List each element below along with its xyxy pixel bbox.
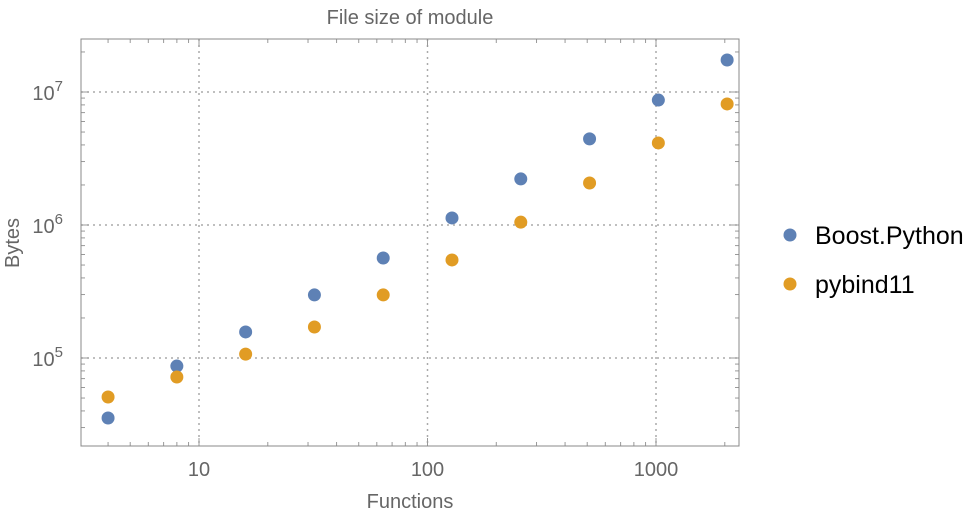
x-tick-label: 1000 <box>634 459 679 481</box>
data-point <box>720 97 734 111</box>
chart-title: File size of module <box>327 7 494 29</box>
data-point <box>651 93 665 107</box>
data-point <box>514 215 528 229</box>
legend: Boost.Python pybind11 <box>783 222 964 299</box>
legend-marker-boost-python <box>783 228 797 242</box>
data-point <box>376 251 390 265</box>
data-point <box>239 347 253 361</box>
series-pybind11 <box>101 97 734 404</box>
data-point <box>307 288 321 302</box>
legend-marker-pybind11 <box>783 277 797 291</box>
legend-item-boost-python[interactable]: Boost.Python <box>783 222 964 250</box>
data-point <box>583 176 597 190</box>
y-tick-label: 105 <box>32 344 63 371</box>
data-point <box>101 411 115 425</box>
y-tick-labels: 105 106 107 <box>32 78 63 371</box>
legend-label-pybind11: pybind11 <box>815 271 915 299</box>
data-point <box>101 390 115 404</box>
data-point <box>170 370 184 384</box>
y-axis-label: Bytes <box>2 218 24 268</box>
y-tick-label: 107 <box>32 78 63 105</box>
grid-lines <box>81 39 739 446</box>
data-point <box>170 359 184 373</box>
data-point <box>514 172 528 186</box>
data-point <box>239 325 253 339</box>
minor-ticks <box>81 39 739 446</box>
y-tick-label: 106 <box>32 211 63 238</box>
data-point <box>651 136 665 150</box>
legend-item-pybind11[interactable]: pybind11 <box>783 271 915 299</box>
legend-label-boost-python: Boost.Python <box>815 222 964 250</box>
data-point <box>445 211 459 225</box>
data-point <box>583 132 597 146</box>
x-tick-labels: 10 100 1000 <box>188 459 678 481</box>
data-point <box>445 253 459 267</box>
x-tick-label: 10 <box>188 459 210 481</box>
data-point <box>720 53 734 67</box>
data-point <box>307 320 321 334</box>
x-tick-label: 100 <box>411 459 444 481</box>
data-points <box>101 53 734 425</box>
plot-frame <box>80 38 740 447</box>
data-point <box>376 288 390 302</box>
x-axis-label: Functions <box>367 491 454 513</box>
series-boost-python <box>101 53 734 425</box>
